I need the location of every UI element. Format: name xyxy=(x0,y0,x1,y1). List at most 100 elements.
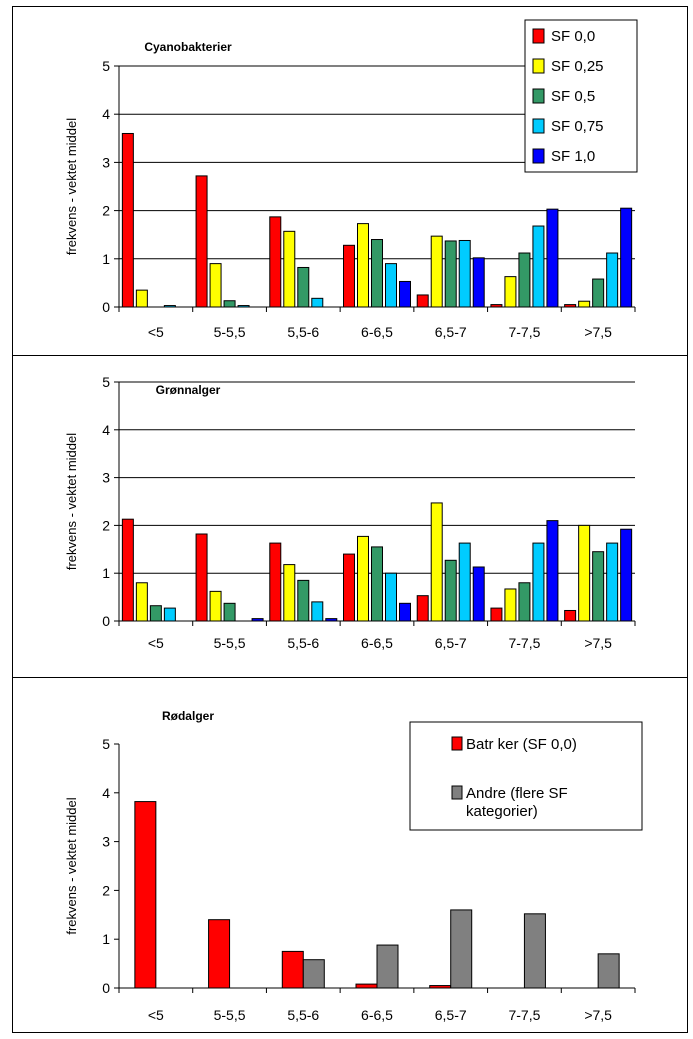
y-tick-label: 3 xyxy=(102,834,110,850)
y-tick-label: 3 xyxy=(102,154,110,170)
x-tick-label: >7,5 xyxy=(584,324,612,340)
legend-label: SF 0,25 xyxy=(551,58,604,75)
bar xyxy=(592,551,605,622)
x-tick-label: 6,5-7 xyxy=(435,1007,467,1023)
bar xyxy=(134,801,157,989)
y-tick-label: 0 xyxy=(102,980,110,996)
bar xyxy=(578,524,591,622)
x-tick-label: 5-5,5 xyxy=(214,1007,246,1023)
y-tick-label: 2 xyxy=(102,517,110,533)
bar xyxy=(385,263,397,308)
legend-label: SF 0,5 xyxy=(551,88,595,105)
bar xyxy=(223,300,236,308)
bar xyxy=(237,305,250,308)
bar xyxy=(269,216,282,308)
bar xyxy=(578,300,591,308)
legend-swatch xyxy=(532,118,545,134)
chart-panel-rodalger: Rødalger 0 1 2 3 4 5 frekvens - vektet middel <5… xyxy=(12,677,688,1033)
chart-cyanobakterier: Cyanobakterier 0 1 2 3 4 5 frekvens - vektet mi… xyxy=(64,19,638,340)
bar xyxy=(430,502,443,622)
bar xyxy=(416,595,429,622)
x-tick-label: 5-5,5 xyxy=(214,324,246,340)
bar xyxy=(490,607,503,622)
bar xyxy=(523,913,546,989)
x-tick-label: >7,5 xyxy=(584,1007,612,1023)
bar xyxy=(518,582,531,622)
bar xyxy=(532,542,545,622)
bar xyxy=(325,618,338,622)
legend-swatch xyxy=(532,28,545,44)
y-tick-label: 1 xyxy=(102,565,110,581)
legend-label: SF 0,75 xyxy=(551,118,604,135)
bar xyxy=(620,207,633,308)
bar xyxy=(518,252,531,308)
y-tick-label: 2 xyxy=(102,203,110,219)
x-tick-label: 5,5-6 xyxy=(287,1007,319,1023)
x-tick-label: 6-6,5 xyxy=(361,635,393,651)
chart-title: Rødalger xyxy=(162,709,214,723)
bar xyxy=(444,559,457,622)
bar xyxy=(135,582,148,622)
x-tick-label: 5,5-6 xyxy=(287,324,319,340)
bar xyxy=(357,223,369,308)
bar xyxy=(149,605,162,622)
bar xyxy=(355,983,378,989)
bar xyxy=(385,572,397,622)
bar xyxy=(458,542,471,622)
y-axis-label: frekvens - vektet middel xyxy=(64,433,79,570)
bar xyxy=(606,542,619,622)
y-tick-label: 0 xyxy=(102,613,110,629)
bar xyxy=(311,601,324,622)
bar xyxy=(371,546,383,622)
bar xyxy=(195,175,208,308)
x-tick-label: 6-6,5 xyxy=(361,1007,393,1023)
x-tick-label: 6-6,5 xyxy=(361,324,393,340)
bar xyxy=(472,566,485,622)
bar xyxy=(208,919,231,989)
bar xyxy=(546,520,559,622)
bar xyxy=(163,607,176,622)
y-tick-label: 5 xyxy=(102,58,110,74)
x-tick-label: 5,5-6 xyxy=(287,635,319,651)
bar xyxy=(490,304,503,308)
y-tick-label: 2 xyxy=(102,882,110,898)
legend-swatch xyxy=(451,736,463,751)
bar xyxy=(504,276,517,308)
y-tick-label: 1 xyxy=(102,251,110,267)
bar xyxy=(357,535,369,622)
bar xyxy=(269,542,282,622)
bar xyxy=(163,305,176,308)
bar xyxy=(606,252,619,308)
bar xyxy=(472,257,485,308)
x-tick-label: <5 xyxy=(148,1007,164,1023)
bar xyxy=(504,588,517,622)
bar xyxy=(283,230,296,308)
bar xyxy=(399,602,411,622)
bar xyxy=(302,959,325,989)
bar xyxy=(444,240,457,308)
chart-rodalger: Rødalger 0 1 2 3 4 5 frekvens - vektet middel <5… xyxy=(64,709,643,1023)
x-tick-label: 7-7,5 xyxy=(508,1007,540,1023)
bar xyxy=(135,289,148,308)
bar xyxy=(592,278,605,308)
legend-label: Andre (flere SF kategorier) xyxy=(466,785,568,820)
bar xyxy=(532,225,545,308)
bar xyxy=(343,244,355,308)
x-tick-label: >7,5 xyxy=(584,635,612,651)
bar xyxy=(311,297,324,308)
legend-swatch xyxy=(532,58,545,74)
y-tick-label: 4 xyxy=(102,422,110,438)
x-tick-label: <5 xyxy=(148,635,164,651)
bar xyxy=(283,564,296,622)
bar xyxy=(297,266,310,308)
legend-swatch xyxy=(532,148,545,164)
legend-swatch xyxy=(451,785,463,800)
legend-swatch xyxy=(532,88,545,104)
y-axis-label: frekvens - vektet middel xyxy=(64,118,79,255)
legend-box xyxy=(409,721,643,831)
chart-title: Grønnalger xyxy=(156,383,221,397)
y-tick-label: 5 xyxy=(102,374,110,390)
bar xyxy=(121,518,134,622)
y-tick-label: 1 xyxy=(102,931,110,947)
legend-label: Batr ker (SF 0,0) xyxy=(466,736,577,753)
